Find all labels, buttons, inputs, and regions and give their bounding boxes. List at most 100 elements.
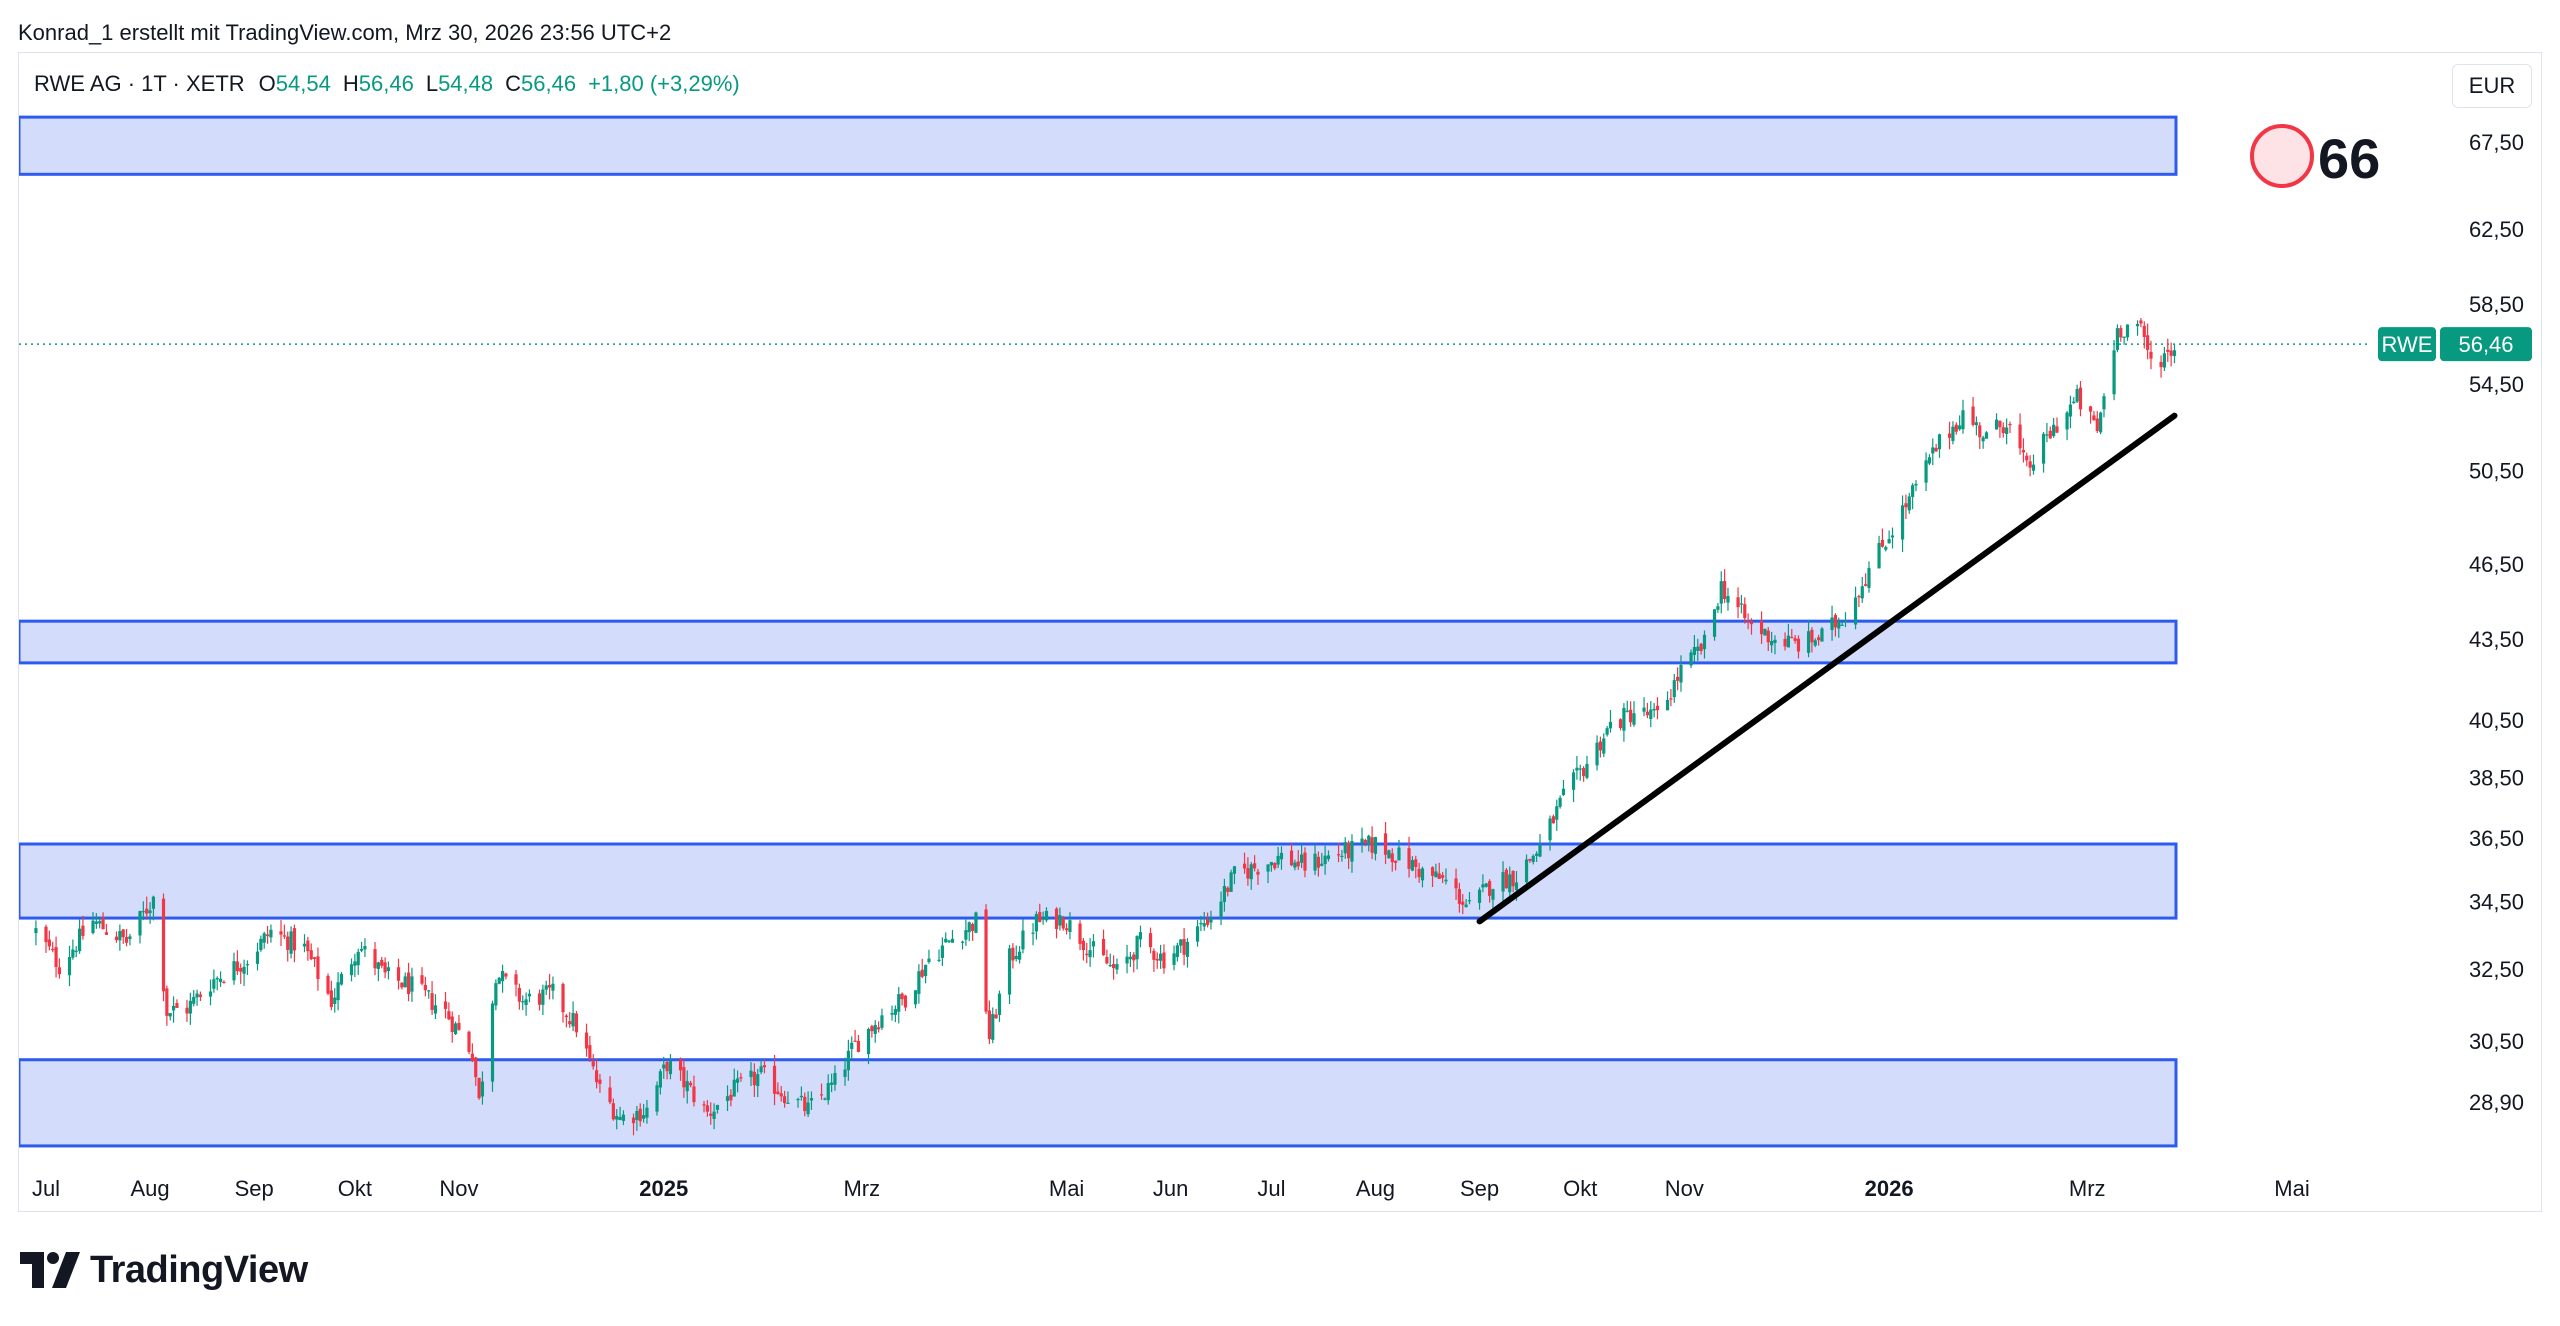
candle-body — [960, 941, 965, 943]
candle-body — [2135, 324, 2140, 327]
candle-body — [1770, 640, 1774, 646]
candle-body — [279, 931, 283, 935]
candle-body — [927, 958, 931, 963]
x-axis-tick: Mrz — [843, 1176, 880, 1201]
candle — [1598, 736, 1603, 758]
candle-body — [974, 912, 978, 933]
candle-body — [2021, 449, 2026, 453]
candle-body — [195, 993, 199, 998]
candle-body — [453, 1023, 458, 1034]
candle-body — [819, 1094, 824, 1096]
candle-body — [1971, 406, 1975, 425]
candle-body — [161, 898, 166, 992]
candle — [1289, 842, 1294, 867]
candle — [232, 952, 236, 985]
candle — [504, 972, 508, 980]
candle — [2159, 355, 2163, 378]
candle — [1645, 702, 1650, 719]
candle — [1065, 923, 1069, 935]
support-resistance-zone[interactable] — [19, 619, 2178, 665]
candle-body — [1347, 842, 1351, 859]
currency-button[interactable]: EUR — [2452, 64, 2532, 108]
candle-body — [2149, 351, 2153, 359]
candle-body — [1011, 947, 1015, 961]
candle-body — [2001, 427, 2005, 434]
candle — [1924, 452, 1928, 491]
candle-body — [1414, 859, 1418, 867]
candle-body — [913, 990, 918, 1005]
candle-body — [756, 1074, 760, 1087]
candle-body — [608, 1087, 612, 1103]
candle-body — [286, 936, 290, 950]
candle — [1054, 907, 1059, 939]
candle — [1007, 944, 1012, 1005]
tradingview-logo-icon — [20, 1252, 80, 1288]
candle — [1383, 821, 1388, 864]
candle-body — [870, 1026, 874, 1032]
candle-body — [2072, 401, 2076, 404]
candle — [833, 1065, 837, 1091]
candle — [688, 1080, 693, 1088]
x-axis-tick: Aug — [1356, 1176, 1395, 1201]
candle-body — [470, 1053, 474, 1061]
support-resistance-zone[interactable] — [19, 842, 2178, 920]
candle-body — [524, 999, 528, 1005]
candle-body — [255, 951, 260, 964]
candle — [1954, 422, 1958, 435]
candle — [903, 994, 908, 1011]
candle-body — [245, 964, 250, 966]
candle-body — [678, 1060, 683, 1071]
trendline[interactable] — [1476, 412, 2178, 925]
candle-body — [618, 1117, 622, 1120]
candle-body — [1739, 603, 1744, 605]
candle — [749, 1062, 753, 1086]
candle-body — [2146, 335, 2150, 350]
symbol-label[interactable]: RWE AG · 1T · XETR — [34, 71, 245, 96]
chart-frame[interactable] — [18, 52, 2542, 1212]
candle-body — [1642, 707, 1646, 712]
candle — [1605, 725, 1609, 737]
candle — [1961, 399, 1965, 434]
candle — [987, 1000, 991, 1044]
candle-body — [739, 1077, 743, 1079]
candle — [1531, 854, 1535, 865]
candle-body — [51, 948, 55, 951]
candle-body — [645, 1107, 649, 1118]
candle — [873, 1020, 877, 1043]
candle — [829, 1073, 834, 1093]
candle-body — [1766, 630, 1770, 643]
support-resistance-zone[interactable] — [19, 1058, 2178, 1148]
candle — [94, 913, 98, 929]
candle-body — [1595, 742, 1599, 766]
candle-body — [1712, 609, 1717, 637]
candle-body — [1884, 547, 1888, 550]
candle — [1367, 834, 1371, 852]
candle-body — [141, 911, 145, 913]
candle-body — [1645, 711, 1650, 716]
candle — [2075, 384, 2079, 404]
candle — [138, 910, 142, 944]
candle — [1162, 944, 1166, 974]
candle — [1031, 923, 1035, 946]
candle-body — [1394, 860, 1398, 863]
candle-body — [1373, 837, 1378, 854]
candle-body — [1061, 918, 1065, 929]
candle — [2119, 325, 2123, 342]
candle — [1209, 910, 1213, 930]
candle-body — [937, 959, 941, 961]
candle-body — [1249, 864, 1253, 880]
candle — [1088, 938, 1092, 967]
candle — [1125, 944, 1129, 974]
candle-body — [1830, 617, 1834, 631]
support-resistance-zone[interactable] — [19, 115, 2178, 176]
candle — [598, 1074, 602, 1093]
candle — [1038, 903, 1042, 923]
candle — [2078, 380, 2083, 417]
candle-body — [2008, 423, 2012, 426]
candle-body — [477, 1077, 481, 1099]
candle — [880, 1008, 884, 1030]
candle-body — [1148, 933, 1153, 948]
candle — [1759, 611, 1764, 644]
candle-body — [124, 937, 129, 943]
